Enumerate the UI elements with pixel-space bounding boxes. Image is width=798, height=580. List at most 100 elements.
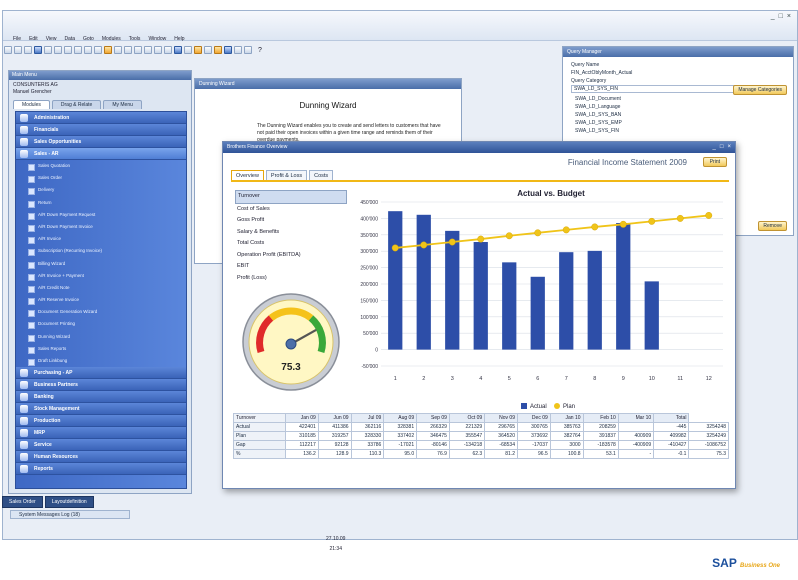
chart-point-plan[interactable]	[591, 223, 599, 231]
menu-item-ar-credit-note[interactable]: A/R Credit Note	[16, 282, 186, 294]
table-cell[interactable]: 128.9	[317, 449, 352, 459]
kpi-gross-profit[interactable]: Goss Profit	[237, 217, 265, 223]
module-sales-ar[interactable]: Sales - AR	[16, 148, 186, 160]
print-button[interactable]: Print	[702, 157, 727, 167]
menu-tools[interactable]: Tools	[128, 36, 141, 42]
table-cell[interactable]: %	[233, 449, 286, 459]
module-service[interactable]: Service	[16, 439, 186, 452]
menu-item-sales-quotation[interactable]: Sales Quotation	[16, 160, 186, 172]
query-tree-item[interactable]: SWA_LD_Document	[575, 96, 621, 102]
table-cell[interactable]: 409982	[653, 431, 690, 441]
menu-view[interactable]: View	[45, 36, 57, 42]
module-purchasing[interactable]: Purchasing - AP	[16, 367, 186, 380]
table-cell[interactable]: Gap	[233, 440, 286, 450]
minimize-icon[interactable]: _	[712, 144, 716, 150]
first-record-icon[interactable]	[124, 46, 132, 54]
alert-icon[interactable]	[214, 46, 222, 54]
module-stock-management[interactable]: Stock Management	[16, 403, 186, 416]
table-cell[interactable]: 328330	[350, 431, 385, 441]
module-banking[interactable]: Banking	[16, 391, 186, 404]
table-cell[interactable]: -183578	[582, 440, 619, 450]
menu-window[interactable]: Window	[148, 36, 167, 42]
chart-point-plan[interactable]	[676, 214, 684, 222]
table-cell[interactable]: 33786	[350, 440, 385, 450]
remove-button[interactable]: Remove	[758, 221, 787, 231]
chart-bar-actual[interactable]	[388, 211, 403, 350]
table-cell[interactable]: -410427	[653, 440, 690, 450]
table-cell[interactable]: 266329	[416, 422, 450, 432]
chart-point-plan[interactable]	[477, 235, 485, 243]
minimize-icon[interactable]: _	[770, 13, 775, 20]
tab-costs[interactable]: Costs	[309, 170, 334, 181]
filter-icon[interactable]	[94, 46, 102, 54]
print-icon[interactable]	[34, 46, 42, 54]
excel-icon[interactable]	[64, 46, 72, 54]
kpi-cost-of-sales[interactable]: Cost of Sales	[237, 205, 270, 212]
help-icon[interactable]: ?	[258, 46, 262, 54]
word-icon[interactable]	[74, 46, 82, 54]
menu-goto[interactable]: Goto	[83, 36, 94, 42]
table-cell[interactable]: 110.3	[350, 449, 385, 459]
menu-item-ar-down-payment-request[interactable]: A/R Down Payment Request	[16, 209, 186, 221]
table-cell[interactable]: Plan	[233, 431, 286, 441]
table-cell[interactable]: 62.3	[448, 449, 486, 459]
tab-my-menu[interactable]: My Menu	[103, 100, 142, 109]
table-cell[interactable]: 364520	[484, 431, 518, 441]
kpi-ebit[interactable]: EBIT	[237, 263, 250, 269]
menu-edit[interactable]: Edit	[29, 36, 38, 42]
new-document-icon[interactable]	[4, 46, 12, 54]
table-cell[interactable]: 92128	[317, 440, 352, 450]
table-cell[interactable]: 81.2	[484, 449, 518, 459]
chart-point-plan[interactable]	[391, 244, 399, 252]
kpi-operation-profit[interactable]: Operation Profit (EBITDA)	[237, 251, 301, 258]
settings-icon[interactable]	[204, 46, 212, 54]
table-cell[interactable]: 3254249	[688, 431, 729, 441]
table-cell[interactable]: -	[617, 449, 655, 459]
table-cell[interactable]: -80146	[416, 440, 450, 450]
table-cell[interactable]: 100.8	[549, 449, 584, 459]
layout-icon[interactable]	[244, 46, 252, 54]
table-cell[interactable]: 337402	[383, 431, 418, 441]
table-cell[interactable]: 400909	[617, 431, 655, 441]
pdf-icon[interactable]	[84, 46, 92, 54]
chart-point-plan[interactable]	[534, 229, 542, 237]
table-cell[interactable]: -17037	[516, 440, 551, 450]
manage-categories-button[interactable]: Manage Categories	[733, 85, 787, 95]
chart-point-plan[interactable]	[420, 241, 428, 249]
menu-help[interactable]: Help	[174, 36, 185, 42]
form-settings-icon[interactable]	[234, 46, 242, 54]
refresh-icon[interactable]	[164, 46, 172, 54]
query-name-value[interactable]: FIN_AcctOblyMonth_Actual	[571, 70, 633, 76]
table-cell[interactable]: 95.0	[383, 449, 418, 459]
table-cell[interactable]: 373692	[516, 431, 551, 441]
open-icon[interactable]	[14, 46, 22, 54]
table-cell[interactable]: 391837	[582, 431, 619, 441]
table-cell[interactable]: 382764	[549, 431, 584, 441]
table-cell[interactable]: -400909	[617, 440, 655, 450]
table-cell[interactable]: 3000	[549, 440, 584, 450]
lock-icon[interactable]	[194, 46, 202, 54]
menu-item-ar-down-payment-invoice[interactable]: A/R Down Payment Invoice	[16, 221, 186, 233]
menu-item-subscription[interactable]: Subscription (Recurring Invoice)	[16, 245, 186, 257]
module-financials[interactable]: Financials	[16, 124, 186, 136]
chart-point-plan[interactable]	[648, 217, 656, 225]
chart-bar-actual[interactable]	[587, 250, 602, 350]
table-cell[interactable]: 296765	[484, 422, 518, 432]
menu-item-ar-invoice-payment[interactable]: A/R Invoice + Payment	[16, 270, 186, 282]
table-cell[interactable]: -1086752	[688, 440, 729, 450]
table-cell[interactable]: 319257	[317, 431, 352, 441]
kpi-profit-loss[interactable]: Profit (Loss)	[237, 274, 267, 281]
chart-point-plan[interactable]	[505, 232, 513, 240]
chart-point-plan[interactable]	[448, 238, 456, 246]
table-cell[interactable]: 96.5	[516, 449, 551, 459]
module-human-resources[interactable]: Human Resources	[16, 451, 186, 464]
chart-point-plan[interactable]	[619, 220, 627, 228]
query-tree-item[interactable]: SWA_LD_SYS_BAN	[575, 112, 622, 118]
maximize-icon[interactable]: □	[778, 13, 783, 20]
table-cell[interactable]: 362116	[350, 422, 385, 432]
chart-point-plan[interactable]	[562, 226, 570, 234]
chart-bar-actual[interactable]	[616, 222, 631, 350]
chart-bar-actual[interactable]	[473, 242, 488, 350]
table-cell[interactable]: -134218	[448, 440, 486, 450]
menu-modules[interactable]: Modules	[101, 36, 121, 42]
